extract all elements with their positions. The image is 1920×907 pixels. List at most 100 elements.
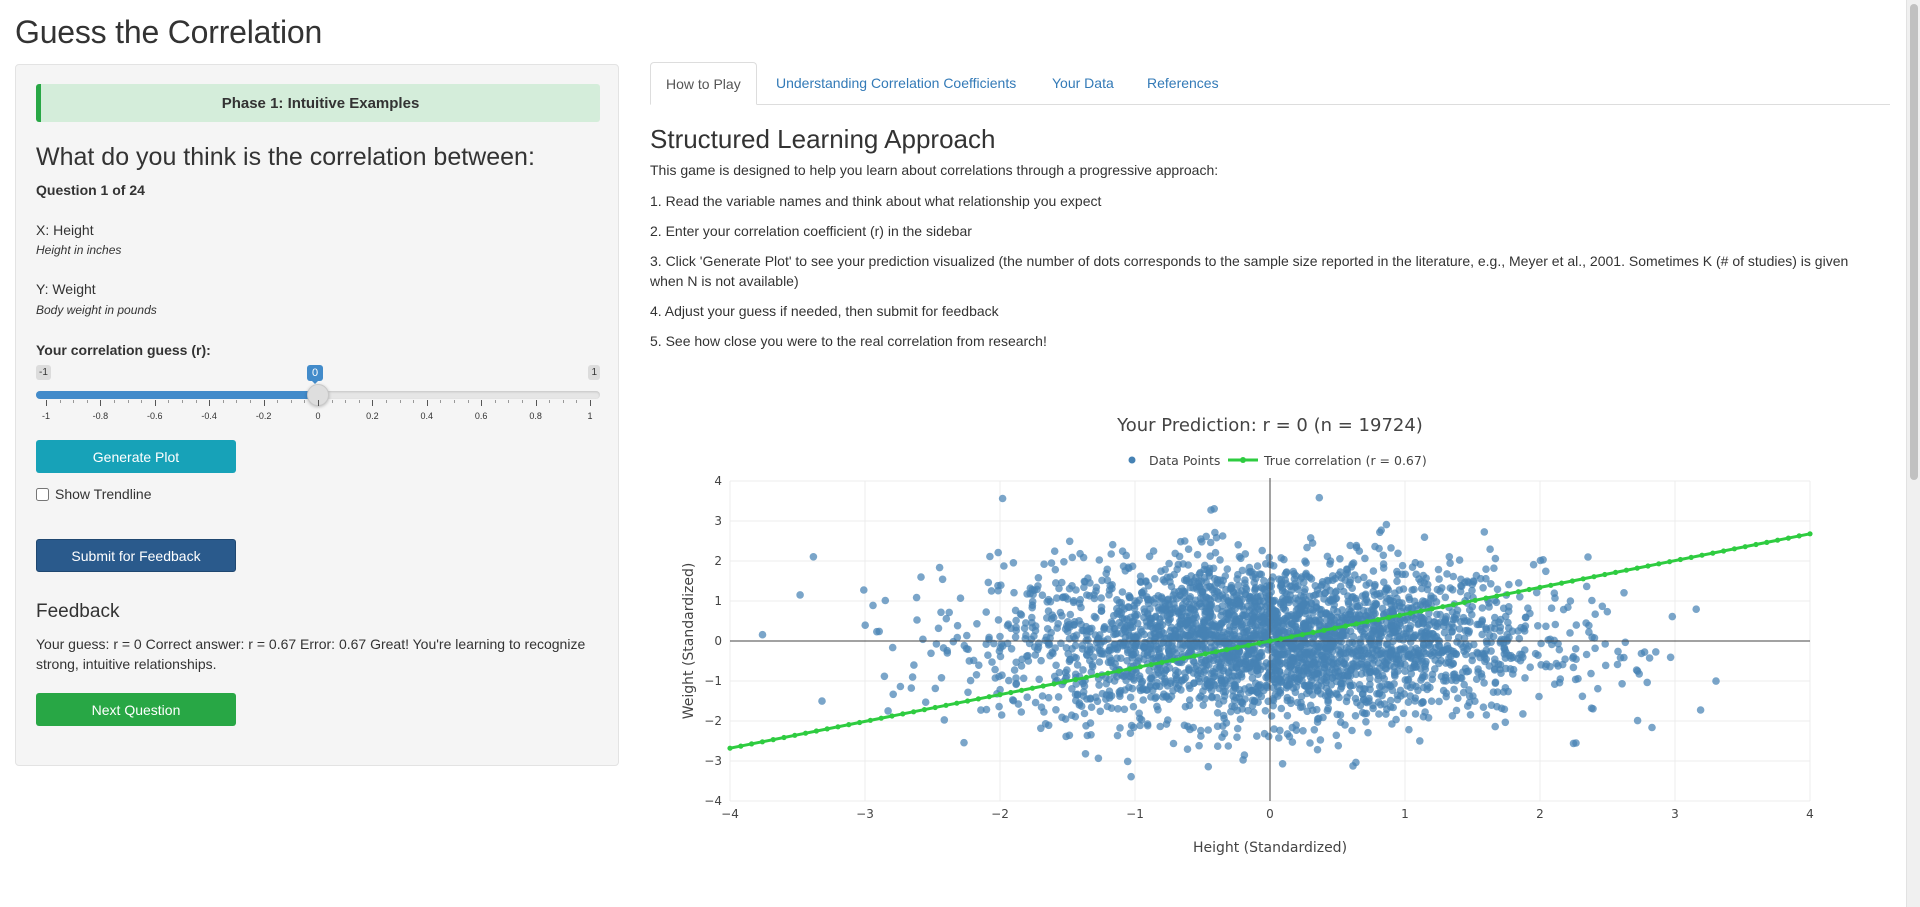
scatter-point <box>1292 721 1300 729</box>
next-question-button[interactable]: Next Question <box>36 693 236 726</box>
trend-point <box>1202 651 1208 657</box>
scatter-point <box>1219 664 1228 673</box>
trendline-toggle[interactable]: Show Trendline <box>36 486 152 502</box>
scatter-point <box>1051 644 1059 652</box>
tab-references[interactable]: References <box>1147 75 1219 91</box>
trend-point <box>1807 531 1813 537</box>
trendline-checkbox[interactable] <box>36 487 49 501</box>
scatter-point <box>1454 694 1462 702</box>
scatter-point <box>1578 692 1587 701</box>
scatter-point <box>991 674 1000 682</box>
y-tick-label: 4 <box>714 474 722 488</box>
scatter-point <box>1572 655 1580 663</box>
scatter-point <box>1176 537 1185 546</box>
scatter-point <box>1031 698 1040 707</box>
tab-your-data[interactable]: Your Data <box>1052 75 1114 91</box>
scatter-point <box>1238 665 1247 674</box>
page-scrollbar[interactable] <box>1906 0 1920 907</box>
scatter-point <box>1031 651 1040 659</box>
scatter-point <box>1040 560 1048 568</box>
scatter-point <box>1486 545 1494 553</box>
intro-text: This game is designed to help you learn … <box>650 162 1219 178</box>
scatter-point <box>1354 603 1362 611</box>
trend-point <box>878 715 884 721</box>
scatter-point <box>1062 644 1071 652</box>
scatter-point <box>1157 593 1166 601</box>
scatter-point <box>1051 565 1060 574</box>
scatter-point <box>1251 586 1259 594</box>
scatter-point <box>1326 557 1335 565</box>
scatter-point <box>1376 592 1385 600</box>
scatter-point <box>1492 598 1501 607</box>
scatter-point <box>1197 535 1205 543</box>
scatter-point <box>1314 640 1323 648</box>
scatter-point <box>1061 715 1070 723</box>
scatter-point <box>973 620 981 628</box>
scatter-point <box>1291 583 1300 591</box>
scatter-point <box>1286 677 1295 686</box>
scatter-point <box>1293 675 1301 684</box>
scatter-point <box>1407 670 1416 678</box>
scatter-point <box>1487 647 1495 655</box>
correlation-slider[interactable]: -1 1 0 -1 -0.8 -0.6 -0.4 -0.2 0 0.2 0.4 0.6 0.8 1 <box>36 365 600 425</box>
trend-point <box>1429 606 1435 612</box>
scatter-point <box>1208 621 1217 629</box>
trend-point <box>954 700 960 706</box>
generate-plot-button[interactable]: Generate Plot <box>36 440 236 473</box>
scatter-point <box>1042 633 1051 642</box>
legend-points-label: Data Points <box>1149 453 1220 468</box>
scatter-point <box>1348 726 1356 735</box>
scatter-point <box>1288 642 1296 651</box>
scatter-point <box>1281 588 1289 597</box>
scatter-point <box>1590 634 1599 642</box>
tab-understanding-correlation[interactable]: Understanding Correlation Coefficients <box>776 75 1017 91</box>
scatter-point <box>964 688 972 697</box>
scatter-point <box>1102 679 1111 688</box>
scatter-point <box>1666 653 1675 662</box>
trend-point <box>803 730 809 736</box>
scatter-point <box>1389 654 1398 663</box>
trend-point <box>1526 586 1532 593</box>
scatter-point <box>1151 575 1159 583</box>
tab-how-to-play[interactable]: How to Play <box>650 62 757 105</box>
trend-point <box>835 724 841 730</box>
scatter-point <box>1267 577 1275 585</box>
scatter-point <box>1278 651 1286 659</box>
scatter-point <box>1045 640 1054 648</box>
trend-point <box>1267 638 1273 644</box>
scatter-point <box>1028 623 1037 632</box>
slider-fill <box>36 391 318 399</box>
slider-minor-tick <box>522 400 523 403</box>
scatter-point <box>1478 630 1486 639</box>
scrollbar-thumb[interactable] <box>1910 4 1918 480</box>
trend-point <box>1515 589 1521 595</box>
scatter-point <box>1204 726 1212 734</box>
slider-tick <box>154 400 156 406</box>
scatter-point <box>1279 601 1288 609</box>
phase-banner: Phase 1: Intuitive Examples <box>36 84 600 122</box>
scatter-point <box>1287 662 1296 670</box>
scatter-point <box>1282 684 1291 692</box>
slider-minor-tick <box>440 400 442 403</box>
scatter-point <box>960 641 969 650</box>
scatter-point <box>1259 620 1268 628</box>
scatter-point <box>1566 597 1575 605</box>
scatter-point <box>1079 688 1088 696</box>
scatter-point <box>940 716 949 724</box>
submit-feedback-button[interactable]: Submit for Feedback <box>36 539 236 572</box>
y-tick-label: −2 <box>704 714 722 728</box>
slider-minor-tick <box>549 400 551 403</box>
scatter-point <box>1357 670 1366 678</box>
scatter-point <box>1482 711 1491 719</box>
scatter-point <box>1080 583 1088 592</box>
feedback-title: Feedback <box>36 601 120 622</box>
scatter-point <box>1306 644 1314 653</box>
trend-line <box>727 531 1813 751</box>
x-tick-label: −1 <box>1126 807 1144 821</box>
scatter-point <box>1315 493 1324 502</box>
scatter-point <box>1324 698 1332 706</box>
scatter-point <box>1245 563 1254 572</box>
scatter-point <box>1254 597 1263 606</box>
scatter-point <box>1496 627 1504 635</box>
slider-tick <box>318 400 319 406</box>
